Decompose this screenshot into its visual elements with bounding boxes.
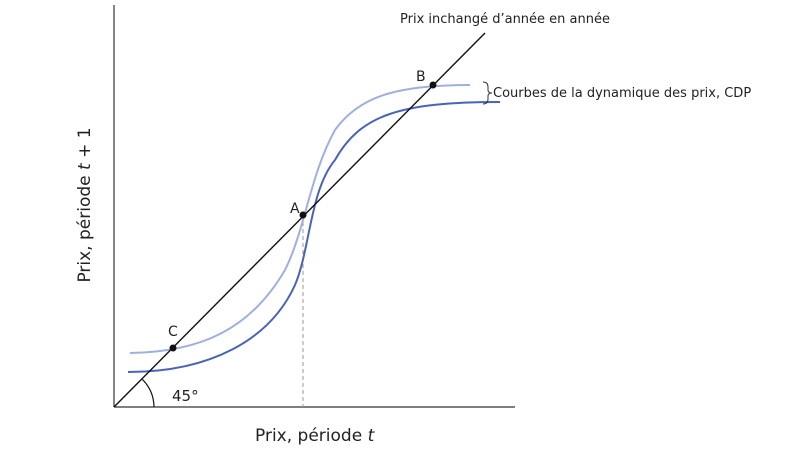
light-curve <box>129 84 471 354</box>
point-label: A <box>290 201 300 217</box>
x-axis-label: Prix, période t <box>255 426 376 446</box>
angle-label: 45° <box>172 387 199 405</box>
point-a <box>299 211 307 219</box>
brace <box>482 81 493 105</box>
line-label: Prix inchangé d’année en année <box>400 12 610 27</box>
dark-curve <box>127 101 501 373</box>
y-axis-label: Prix, période t + 1 <box>75 127 95 282</box>
point-label: B <box>416 69 426 85</box>
curves-label: Courbes de la dynamique des prix, CDP <box>493 86 751 101</box>
point-b <box>429 81 437 89</box>
diagonal-line <box>113 32 486 408</box>
point-label: C <box>168 324 178 340</box>
angle-arc <box>141 378 155 408</box>
point-c <box>169 344 177 352</box>
